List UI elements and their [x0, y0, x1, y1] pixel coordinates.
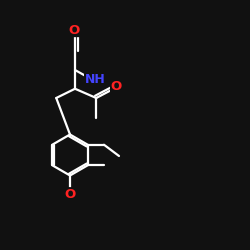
Text: O: O	[68, 24, 80, 36]
Text: NH: NH	[84, 73, 105, 86]
Text: O: O	[110, 80, 122, 93]
Text: O: O	[64, 188, 76, 201]
